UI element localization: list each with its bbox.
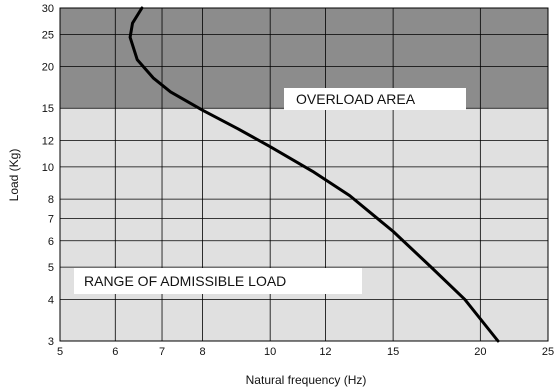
overload-label-box [284,88,466,110]
y-tick-label: 5 [48,262,54,274]
x-tick-label: 10 [264,346,276,358]
x-tick-label: 20 [474,346,486,358]
y-tick-label: 6 [48,236,54,248]
overload-area-label: OVERLOAD AREA [296,91,416,107]
x-tick-labels: 5 6 7 8 10 12 15 20 25 [57,346,554,358]
y-tick-label: 10 [42,162,54,174]
x-tick-label: 15 [387,346,399,358]
y-tick-label: 4 [48,294,54,306]
x-tick-label: 8 [199,346,205,358]
y-tick-label: 25 [42,29,54,41]
x-axis-title: Natural frequency (Hz) [246,373,367,387]
x-tick-label: 6 [112,346,118,358]
plot-frame [59,7,549,342]
y-tick-label: 30 [42,3,54,15]
y-tick-label: 7 [48,213,54,225]
admissible-region [60,108,548,342]
x-tick-label: 5 [57,346,63,358]
y-tick-label: 20 [42,62,54,74]
y-tick-label: 8 [48,194,54,206]
load-frequency-curve [128,6,500,343]
x-tick-label: 7 [159,346,165,358]
y-tick-label: 3 [48,336,54,348]
admissible-label-box [74,268,362,294]
y-tick-label: 12 [42,136,54,148]
admissible-load-label: RANGE OF ADMISSIBLE LOAD [84,273,286,289]
y-tick-labels: 3 4 5 6 7 8 10 12 15 20 25 30 [42,3,54,348]
x-tick-label: 25 [542,346,554,358]
x-tick-label: 12 [319,346,331,358]
y-tick-label: 15 [42,103,54,115]
y-axis-title: Load (Kg) [7,149,21,202]
